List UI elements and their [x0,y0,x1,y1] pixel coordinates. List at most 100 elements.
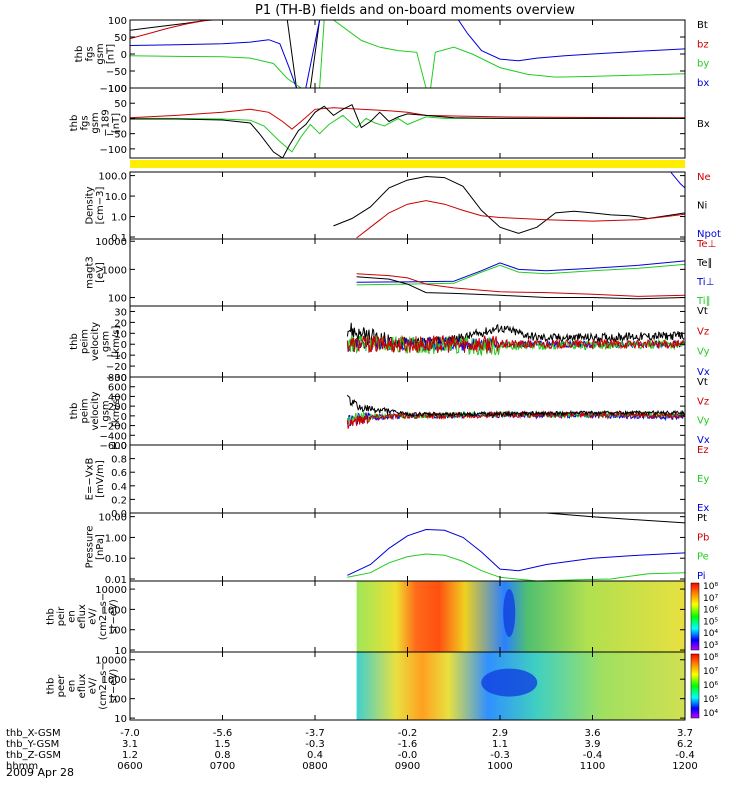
legend-Te∥: Te∥ [696,258,713,269]
legend-Pe: Pe [697,552,709,563]
legend-Vy: Vy [697,347,710,358]
y-tick-label: 600 [108,383,127,394]
ephemeris-value: 3.6 [585,728,601,739]
y-tick-label: 50 [114,99,127,110]
series-by [130,114,685,153]
series-Vt [346,394,685,418]
y-tick-label: −100 [100,84,127,95]
y-tick-label: 100 [108,16,127,27]
legend-Bx: Bx [697,119,710,130]
ephemeris-value: 3.7 [677,728,693,739]
y-tick-label: 0.10 [105,554,127,565]
legend-Ez: Ez [697,445,709,456]
legend-Ne: Ne [697,172,711,183]
y-tick-label: 10 [114,329,127,340]
legend-Ni: Ni [697,201,707,212]
y-tick-label: 100 [108,84,127,95]
y-axis-label: Density[cm−3] [85,186,107,224]
series-bx [130,20,685,88]
legend-Pb: Pb [697,532,709,543]
series-Ti⊥ [356,260,685,283]
y-tick-label: 10.0 [105,192,127,203]
y-tick-label: 10 [114,646,127,657]
y-tick-label: 1.00 [105,533,127,544]
figure-title: P1 (TH-B) fields and on-board moments ov… [255,3,575,18]
ephemeris-value: 1200 [672,761,697,772]
y-tick-label: 800 [108,373,127,384]
panel-fgs-gsm: 100 50 0 −50 −100 thbfgsgsm[nT] Bt bz by bx [74,16,709,95]
colorbar-label: 10⁶ [703,606,718,616]
y-axis-label: thbfgsgsm[nT] [74,43,117,64]
ephemeris-value: 1.2 [122,750,138,761]
ephemeris-value: -0.3 [305,739,325,750]
ephemeris-value: 1.1 [492,739,508,750]
panel-fgs-gsm-189: 100 50 0 −50 −100 thbfgsgsm−189[nT] Bx [69,84,710,159]
colorbar-peer-en-eflux: 10⁸ 10⁷ 10⁶ 10⁵ 10⁴ [690,653,718,719]
colorbar-label: 10⁸ [703,653,718,663]
legend-Vy: Vy [697,416,710,427]
series-Pi [347,528,685,576]
ephemeris-value: -7.0 [120,728,140,739]
y-tick-label: 10000 [95,656,127,667]
series-bz [130,20,214,40]
ephemeris-value: 1100 [580,761,605,772]
legend-Bt: Bt [697,20,708,31]
y-tick-label: 100 [108,695,127,706]
ephemeris-value: 0900 [395,761,420,772]
y-tick-label: 1000 [102,265,127,276]
legend-by: by [697,59,709,70]
series-Te∥ [356,276,685,300]
y-tick-label: −600 [100,441,127,452]
ephemeris-value: 0600 [117,761,142,772]
panel-peer-en-eflux: 10⁸ 10⁷ 10⁶ 10⁵ 10⁴ 10000 1000 100 10 thbpeerenef… [46,651,718,725]
y-axis-label: Pressure[nPa] [85,526,107,569]
colorbar-label: 10⁴ [703,709,718,719]
y-tick-label: 1000 [102,605,127,616]
y-tick-label: 0.4 [111,482,127,493]
colorbar-label: 10³ [703,641,718,651]
series-Vz [346,410,685,429]
colorbar-label: 10⁵ [703,617,718,627]
series-Ne [356,200,685,239]
y-tick-label: 200 [108,402,127,413]
legend-Te⊥: Te⊥ [696,239,716,250]
ephemeris-value: -5.6 [213,728,233,739]
colorbar-label: 10⁸ [703,582,718,592]
ephemeris-value: -0.2 [398,728,418,739]
y-tick-label: 10000 [95,585,127,596]
series-Pt [546,513,685,524]
panel-frame [129,87,686,159]
series-Npot [670,172,685,189]
y-tick-label: 100 [108,626,127,637]
y-tick-label: 30 [114,307,127,318]
legend-Vz: Vz [697,396,709,407]
y-axis-label: thbpeimvelocitygsm[km/s] [69,322,122,361]
panel-frame [129,171,686,240]
y-tick-label: −20 [106,362,127,373]
ephemeris-value: 6.2 [677,739,693,750]
legend-Vt: Vt [697,377,708,388]
ephemeris-value: -3.7 [305,728,325,739]
y-tick-label: 400 [108,392,127,403]
legend-Pi: Pi [697,571,706,582]
ephemeris-value: -1.6 [398,739,418,750]
ephemeris-value: 0.4 [307,750,323,761]
series-Pe [347,553,685,581]
series-Vz [346,334,685,354]
colorbar-label: 10⁷ [703,667,718,677]
series-Ti∥ [356,263,685,286]
y-tick-label: −30 [106,373,127,384]
panel-frame [129,19,686,89]
ephemeris-value: -0.3 [490,750,510,761]
legend-Ey: Ey [697,474,709,485]
ephemeris-value: 3.9 [585,739,601,750]
y-tick-label: −50 [106,67,127,78]
y-axis-label: E=−VxB[mV/m] [85,458,107,501]
y-tick-label: 1.0 [111,213,127,224]
ephemeris-value: 0800 [302,761,327,772]
